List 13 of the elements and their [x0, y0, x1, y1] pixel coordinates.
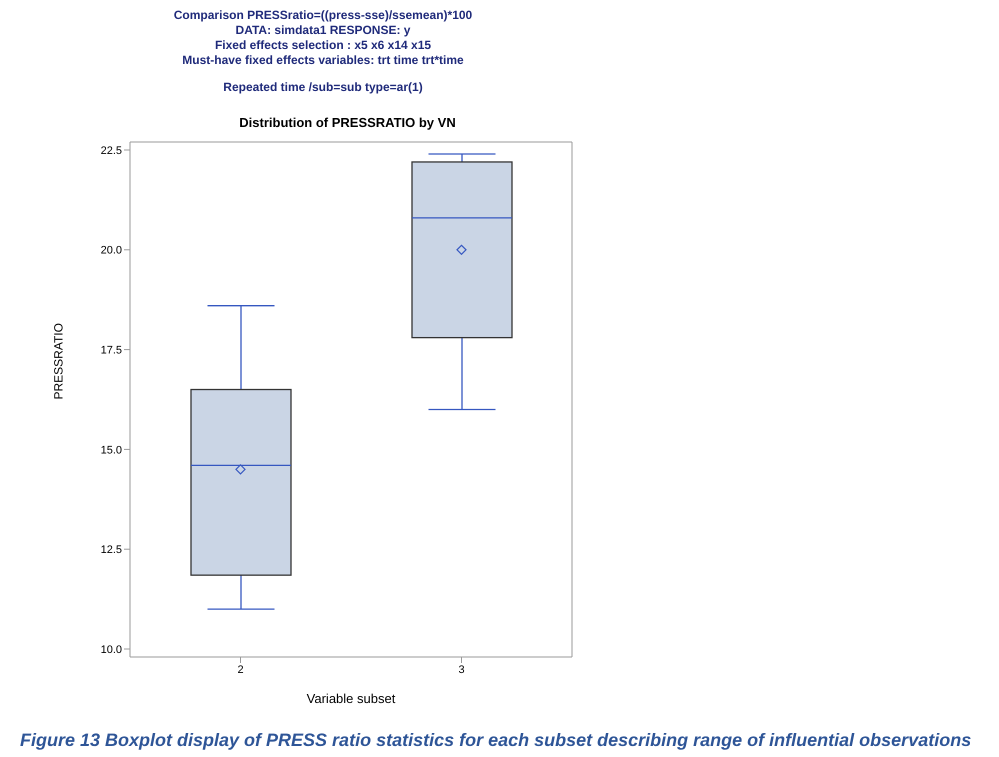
y-tick-label: 10.0	[100, 644, 122, 656]
caption: Figure 13 Boxplot display of PRESS ratio statistics for each subset describing range of influential observations	[20, 730, 972, 751]
chart-title: Distribution of PRESSRATIO by VN	[238, 115, 457, 130]
y-tick-label: 22.5	[100, 144, 122, 157]
y-tick-label: 17.5	[100, 344, 122, 356]
y-tick-label: 15.0	[100, 444, 122, 456]
y-tick-label: 20.0	[100, 244, 122, 257]
x-axis-title: Variable subset	[306, 691, 396, 706]
x-tick-label: 2	[237, 664, 244, 676]
x-tick-label: 3	[458, 664, 465, 676]
y-tick-label: 12.5	[100, 544, 122, 556]
chart-subtitle: Comparison PRESSratio=((press-sse)/ssemean)*100 DATA: simdata1 RESPONSE: y Fixed effects selection : x5 x6 x14 x15 Must-have fixed effects variables: trt time trt*time Repeated time /sub=sub type=ar(1)	[172, 8, 474, 95]
y-axis-title: PRESSRATIO	[51, 323, 66, 400]
